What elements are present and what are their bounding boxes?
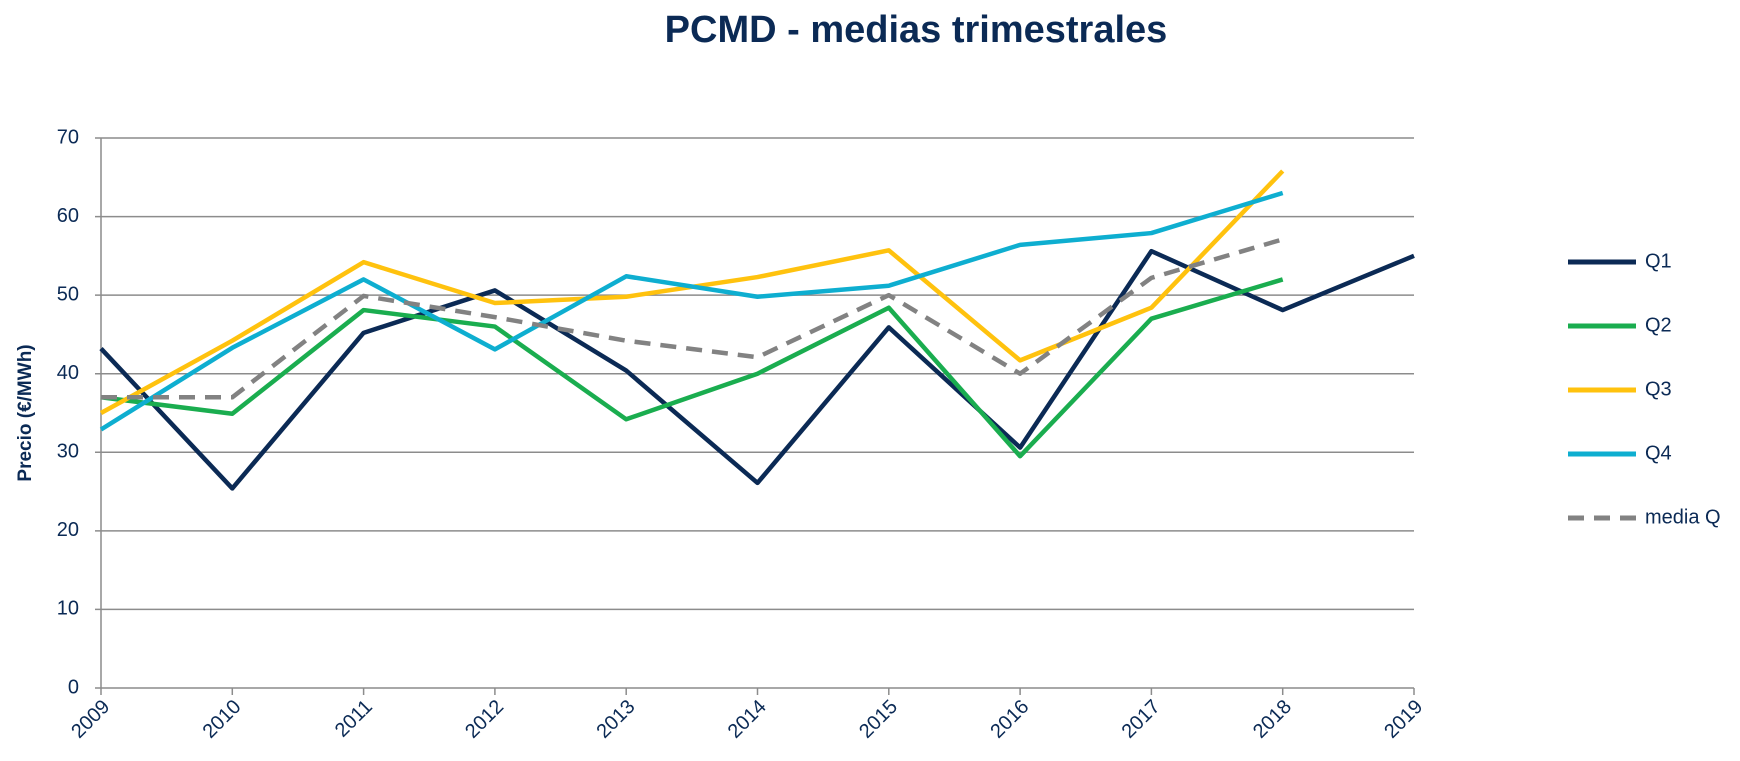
chart-title: PCMD - medias trimestrales: [665, 9, 1168, 51]
legend-label: Q1: [1645, 250, 1672, 272]
legend-label: Q3: [1645, 378, 1672, 400]
x-tick-label: 2015: [855, 696, 902, 743]
series-line: [101, 237, 1284, 400]
y-tick-label: 20: [57, 519, 79, 541]
y-tick-label: 0: [68, 676, 79, 698]
x-tick-label: 2014: [724, 696, 771, 743]
legend-label: media Q: [1645, 506, 1721, 528]
series-line: [99, 190, 1284, 432]
y-tick-label: 60: [57, 205, 79, 227]
y-tick-label: 10: [57, 598, 79, 620]
y-tick-label: 50: [57, 283, 79, 305]
y-tick-label: 70: [57, 126, 79, 148]
y-tick-label: 40: [57, 362, 79, 384]
legend-label: Q4: [1645, 442, 1672, 464]
x-tick-label: 2012: [461, 696, 508, 743]
x-tick-label: 2013: [592, 696, 639, 743]
legend-label: Q2: [1645, 314, 1672, 336]
series-line: [100, 277, 1284, 459]
x-tick-label: 2019: [1380, 696, 1427, 743]
y-axis-label: Precio (€/MWh): [15, 344, 36, 481]
y-tick-label: 30: [57, 441, 79, 463]
x-tick-label: 2010: [199, 696, 246, 743]
x-tick-label: 2009: [67, 696, 114, 743]
x-tick-label: 2017: [1118, 696, 1165, 743]
series-line: [99, 248, 1415, 491]
x-tick-label: 2011: [331, 696, 377, 742]
x-tick-label: 2016: [986, 696, 1033, 743]
x-tick-label: 2018: [1249, 696, 1296, 743]
